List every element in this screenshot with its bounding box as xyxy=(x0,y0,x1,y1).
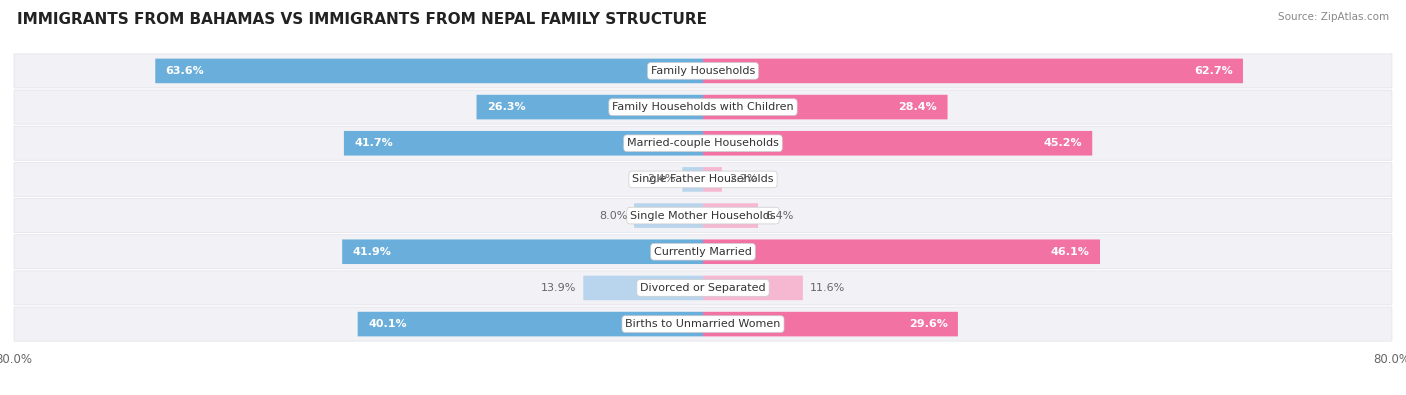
Text: 41.9%: 41.9% xyxy=(353,247,391,257)
FancyBboxPatch shape xyxy=(682,167,703,192)
Text: Divorced or Separated: Divorced or Separated xyxy=(640,283,766,293)
Text: 41.7%: 41.7% xyxy=(354,138,392,148)
FancyBboxPatch shape xyxy=(14,162,1392,196)
FancyBboxPatch shape xyxy=(14,199,1392,233)
Text: 11.6%: 11.6% xyxy=(810,283,845,293)
Text: Source: ZipAtlas.com: Source: ZipAtlas.com xyxy=(1278,12,1389,22)
Text: 45.2%: 45.2% xyxy=(1043,138,1083,148)
FancyBboxPatch shape xyxy=(14,235,1392,269)
Text: Family Households with Children: Family Households with Children xyxy=(612,102,794,112)
Text: 62.7%: 62.7% xyxy=(1194,66,1233,76)
Text: 2.4%: 2.4% xyxy=(647,175,675,184)
FancyBboxPatch shape xyxy=(583,276,703,300)
FancyBboxPatch shape xyxy=(14,271,1392,305)
Text: Currently Married: Currently Married xyxy=(654,247,752,257)
Text: Births to Unmarried Women: Births to Unmarried Women xyxy=(626,319,780,329)
Text: Married-couple Households: Married-couple Households xyxy=(627,138,779,148)
FancyBboxPatch shape xyxy=(703,95,948,119)
Text: Single Father Households: Single Father Households xyxy=(633,175,773,184)
FancyBboxPatch shape xyxy=(703,312,957,337)
FancyBboxPatch shape xyxy=(703,276,803,300)
FancyBboxPatch shape xyxy=(634,203,703,228)
Text: 13.9%: 13.9% xyxy=(541,283,576,293)
FancyBboxPatch shape xyxy=(703,167,721,192)
FancyBboxPatch shape xyxy=(703,203,758,228)
FancyBboxPatch shape xyxy=(357,312,703,337)
Text: 46.1%: 46.1% xyxy=(1050,247,1090,257)
Text: 40.1%: 40.1% xyxy=(368,319,406,329)
FancyBboxPatch shape xyxy=(14,126,1392,160)
FancyBboxPatch shape xyxy=(703,58,1243,83)
Text: Family Households: Family Households xyxy=(651,66,755,76)
FancyBboxPatch shape xyxy=(14,90,1392,124)
FancyBboxPatch shape xyxy=(342,239,703,264)
FancyBboxPatch shape xyxy=(703,131,1092,156)
FancyBboxPatch shape xyxy=(155,58,703,83)
Text: 63.6%: 63.6% xyxy=(166,66,204,76)
Text: IMMIGRANTS FROM BAHAMAS VS IMMIGRANTS FROM NEPAL FAMILY STRUCTURE: IMMIGRANTS FROM BAHAMAS VS IMMIGRANTS FR… xyxy=(17,12,707,27)
Text: 29.6%: 29.6% xyxy=(908,319,948,329)
FancyBboxPatch shape xyxy=(14,54,1392,88)
Text: Single Mother Households: Single Mother Households xyxy=(630,211,776,220)
Text: 26.3%: 26.3% xyxy=(486,102,526,112)
Text: 28.4%: 28.4% xyxy=(898,102,938,112)
FancyBboxPatch shape xyxy=(477,95,703,119)
Text: 8.0%: 8.0% xyxy=(599,211,627,220)
FancyBboxPatch shape xyxy=(14,307,1392,341)
FancyBboxPatch shape xyxy=(703,239,1099,264)
FancyBboxPatch shape xyxy=(344,131,703,156)
Text: 2.2%: 2.2% xyxy=(728,175,758,184)
Text: 6.4%: 6.4% xyxy=(765,211,793,220)
